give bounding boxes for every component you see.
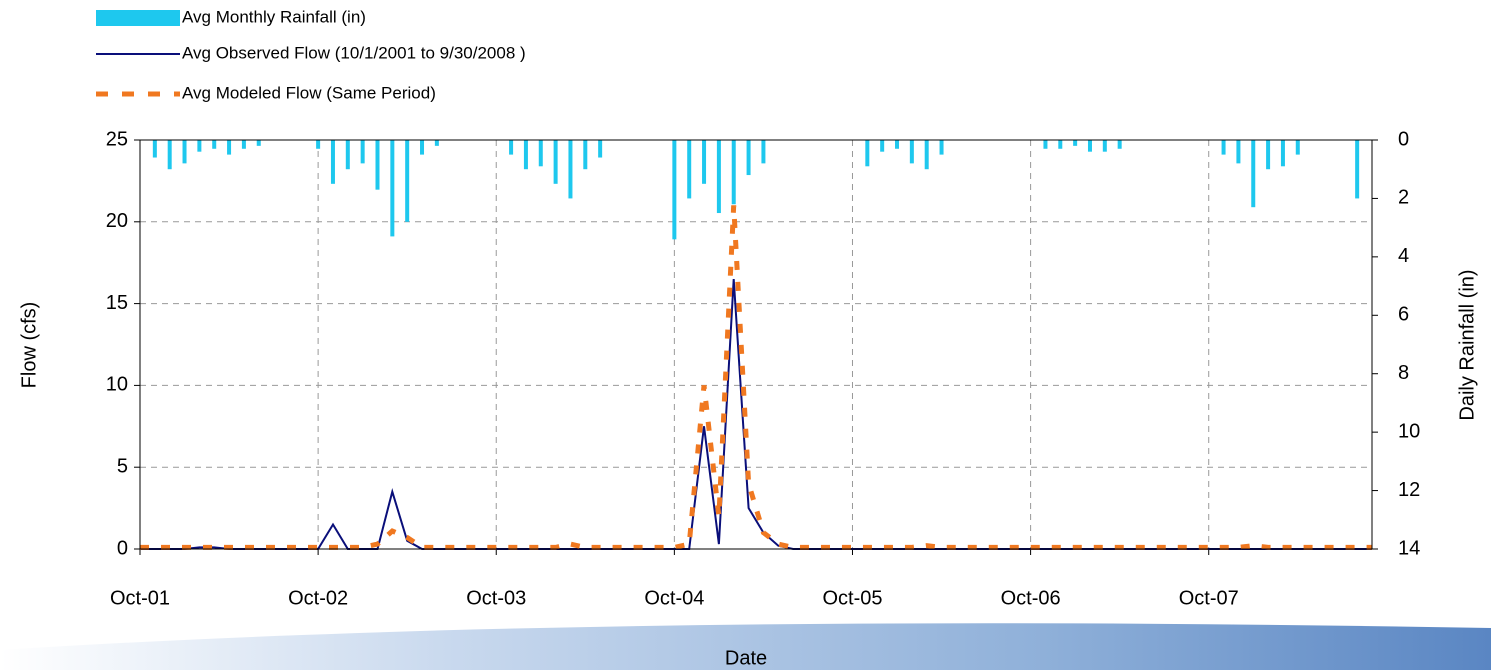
y-tick-label: 15 xyxy=(106,292,128,314)
x-tick-label: Oct-03 xyxy=(466,587,526,609)
rain-bar xyxy=(182,140,187,164)
y-tick-label: 25 xyxy=(106,128,128,150)
background-swoosh xyxy=(0,623,1491,670)
rain-bar xyxy=(939,140,944,155)
rain-bar xyxy=(509,140,514,155)
rain-bar xyxy=(405,140,410,222)
rain-bar xyxy=(1102,140,1107,152)
rain-bar xyxy=(568,140,573,199)
legend-label: Avg Observed Flow (10/1/2001 to 9/30/200… xyxy=(182,43,526,62)
x-tick-label: Oct-07 xyxy=(1179,587,1239,609)
rain-bar xyxy=(330,140,335,184)
x-tick-label: Oct-06 xyxy=(1001,587,1061,609)
x-tick-label: Oct-05 xyxy=(822,587,882,609)
rain-bar xyxy=(1073,140,1078,146)
rain-bar xyxy=(880,140,885,152)
rain-bar xyxy=(241,140,246,149)
x-tick-label: Oct-01 xyxy=(110,587,170,609)
rain-bar xyxy=(1280,140,1285,167)
legend-label: Avg Modeled Flow (Same Period) xyxy=(182,83,436,102)
rain-bar xyxy=(716,140,721,214)
y-tick-label: 10 xyxy=(106,374,128,396)
rain-bar xyxy=(375,140,380,190)
rain-bar xyxy=(1236,140,1241,164)
rain-bar xyxy=(1266,140,1271,170)
rain-bar xyxy=(1355,140,1360,199)
flow-line xyxy=(140,279,1372,550)
rain-bar xyxy=(256,140,261,146)
y2-tick-label: 12 xyxy=(1398,479,1420,501)
rain-bar xyxy=(687,140,692,199)
y2-tick-label: 10 xyxy=(1398,420,1420,442)
rain-bar xyxy=(390,140,395,237)
rain-bar xyxy=(672,140,677,240)
rain-bar xyxy=(909,140,914,164)
y2-axis-label: Daily Rainfall (in) xyxy=(1456,269,1478,420)
rain-bar xyxy=(538,140,543,167)
rain-bar xyxy=(1221,140,1226,155)
y2-tick-label: 14 xyxy=(1398,537,1420,559)
rain-bar xyxy=(345,140,350,170)
y-axis-label: Flow (cfs) xyxy=(18,302,40,389)
x-axis-label: Date xyxy=(725,647,767,669)
rain-bar xyxy=(212,140,217,149)
rain-bar xyxy=(1117,140,1122,149)
rain-bar xyxy=(316,140,321,149)
rain-bar xyxy=(434,140,439,146)
rain-bar xyxy=(1058,140,1063,149)
x-tick-label: Oct-02 xyxy=(288,587,348,609)
rain-bar xyxy=(761,140,766,164)
rain-bar xyxy=(420,140,425,155)
rain-bar xyxy=(924,140,929,170)
y-tick-label: 0 xyxy=(117,537,128,559)
rain-bar xyxy=(197,140,202,152)
rain-bar xyxy=(152,140,157,158)
rain-bar xyxy=(583,140,588,170)
legend-label: Avg Monthly Rainfall (in) xyxy=(182,7,366,26)
rain-bar xyxy=(227,140,232,155)
rain-bar xyxy=(598,140,603,158)
rain-bar xyxy=(1087,140,1092,152)
rain-bar xyxy=(167,140,172,170)
x-tick-label: Oct-04 xyxy=(644,587,704,609)
flow-line xyxy=(140,205,1372,550)
rain-bar xyxy=(1295,140,1300,155)
rain-bar xyxy=(746,140,751,176)
y2-tick-label: 0 xyxy=(1398,128,1409,150)
y2-tick-label: 8 xyxy=(1398,362,1409,384)
rain-bar xyxy=(1043,140,1048,149)
rain-bar xyxy=(1251,140,1256,208)
y-tick-label: 5 xyxy=(117,455,128,477)
rain-bar xyxy=(702,140,707,184)
rain-bar xyxy=(553,140,558,184)
rain-bar xyxy=(865,140,870,167)
y2-tick-label: 6 xyxy=(1398,304,1409,326)
y2-tick-label: 4 xyxy=(1398,245,1409,267)
rain-bar xyxy=(523,140,528,170)
rain-bar xyxy=(895,140,900,149)
rain-bar xyxy=(731,140,736,205)
legend-swatch xyxy=(96,10,180,26)
y-tick-label: 20 xyxy=(106,210,128,232)
rain-bar xyxy=(360,140,365,164)
y2-tick-label: 2 xyxy=(1398,187,1409,209)
